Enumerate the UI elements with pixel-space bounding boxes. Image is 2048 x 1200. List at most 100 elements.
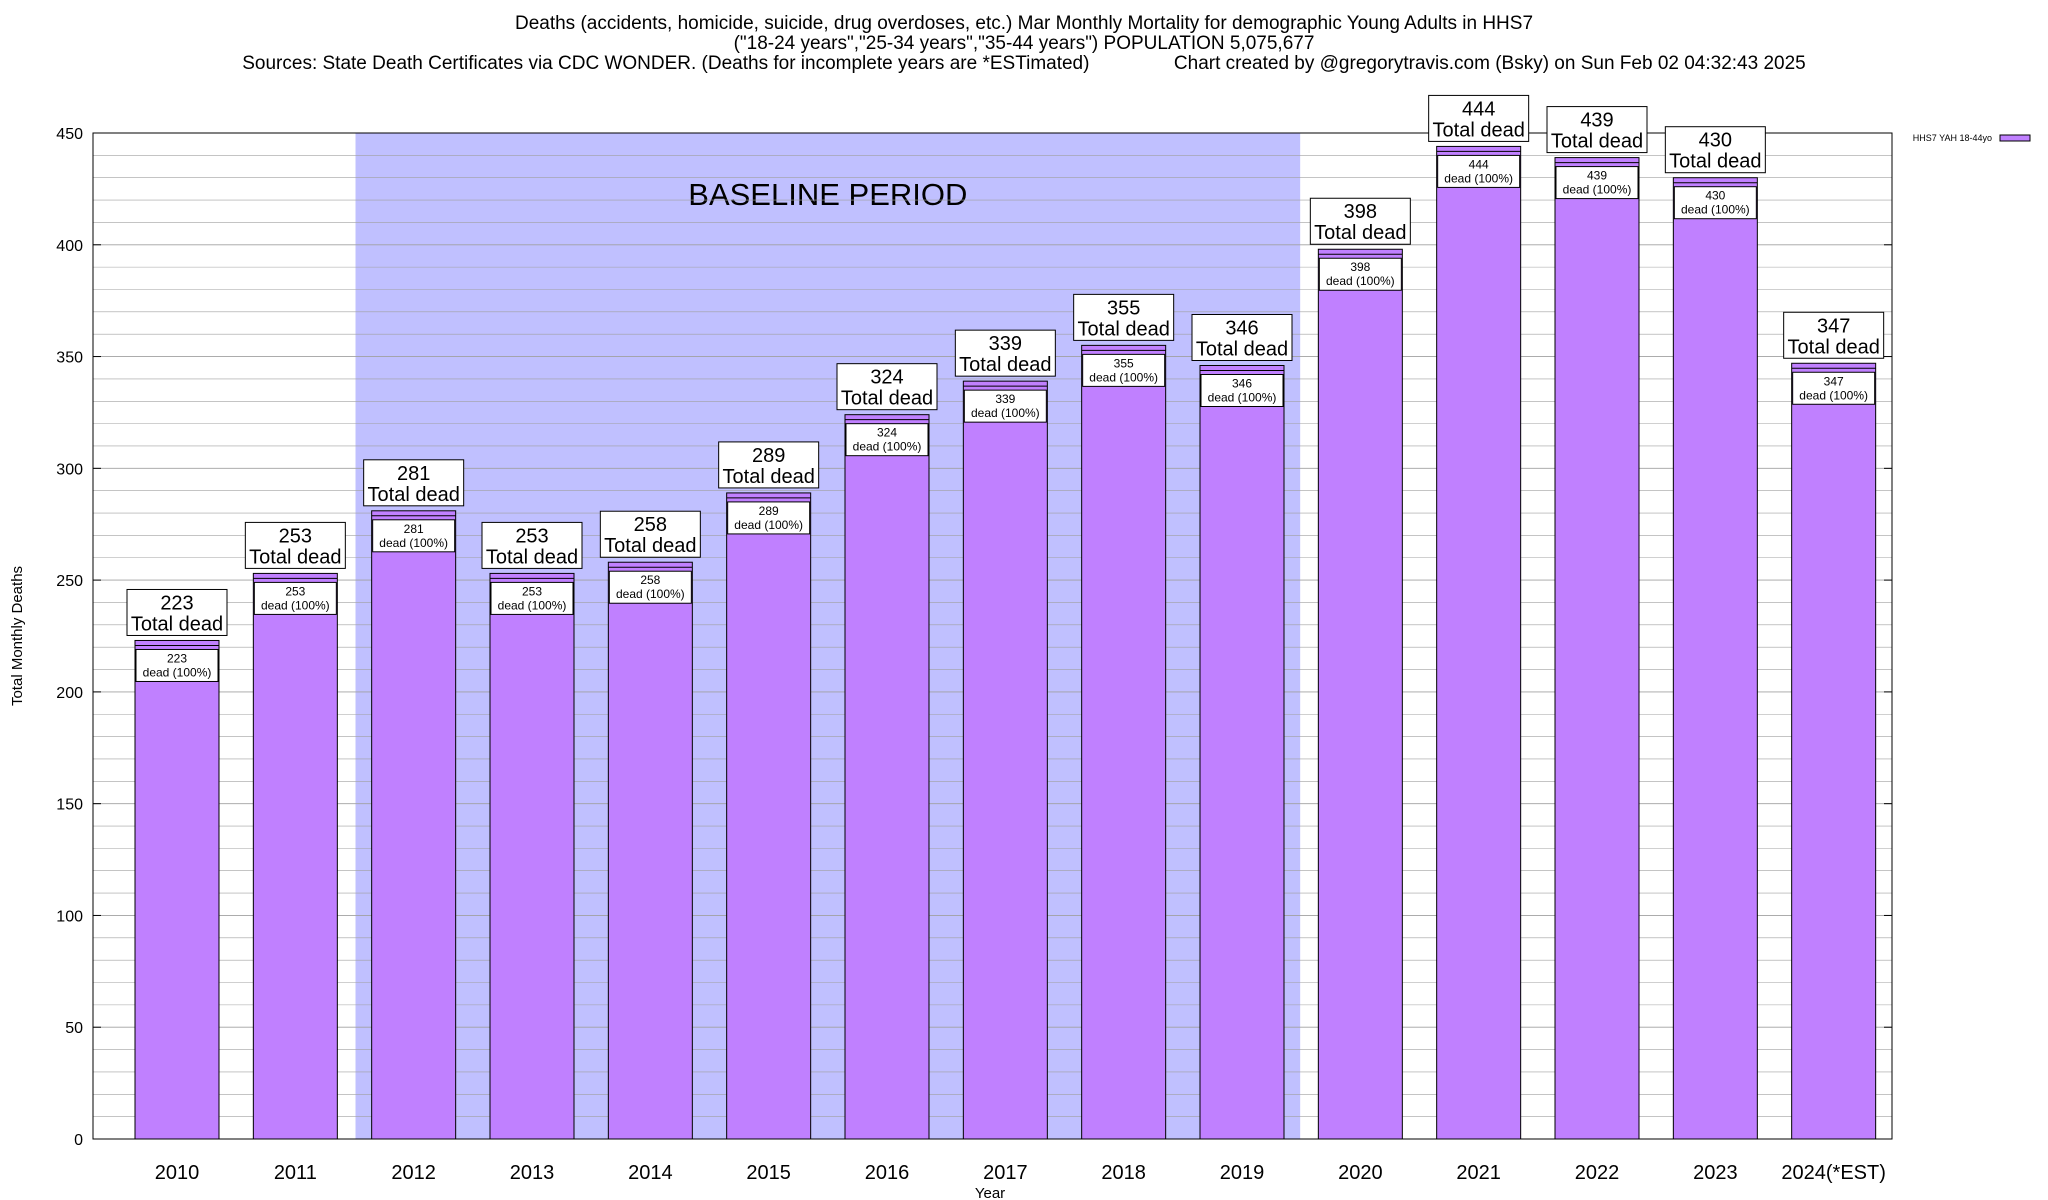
inner-box-2023 [1673,186,1757,220]
inner-suffix-2014: dead (100%) [616,587,685,601]
total-suffix-2018: Total dead [1078,318,1170,340]
inner-box-2012 [372,519,456,553]
total-value-2020: 398 [1344,201,1377,223]
inner-box-2024(*EST) [1792,371,1876,405]
y-tick-label: 250 [56,573,83,590]
inner-value-2024(*EST): 347 [1824,374,1844,388]
total-value-2013: 253 [515,525,548,547]
inner-value-2022: 439 [1587,169,1607,183]
total-box-2020 [1309,197,1411,245]
total-box-2022 [1546,106,1648,154]
x-tick-label-2023: 2023 [1693,1162,1738,1184]
inner-suffix-2019: dead (100%) [1208,390,1277,404]
total-suffix-2011: Total dead [249,546,341,568]
inner-value-2012: 281 [404,522,424,536]
bar-2017 [962,380,1048,1140]
bar-2018 [1081,344,1167,1140]
total-suffix-2019: Total dead [1196,338,1288,360]
inner-suffix-2012: dead (100%) [379,536,448,550]
inner-value-2019: 346 [1232,376,1252,390]
y-tick-label: 150 [56,797,83,814]
total-value-2021: 444 [1462,98,1495,120]
bar-2023 [1672,177,1758,1140]
chart-title-line-1: Deaths (accidents, homicide, suicide, dr… [514,13,1534,34]
total-value-2014: 258 [634,514,667,536]
inner-box-2022 [1555,166,1639,200]
total-suffix-2014: Total dead [604,535,696,557]
chart-title-line-3: Sources: State Death Certificates via CD… [242,53,1806,74]
total-box-2011 [244,521,346,569]
total-value-2019: 346 [1225,317,1258,339]
total-suffix-2016: Total dead [841,388,933,410]
total-value-2015: 289 [752,445,785,467]
y-axis-label: Total Monthly Deaths [9,566,26,706]
inner-box-2010 [135,648,219,682]
total-box-2012 [363,459,465,507]
inner-value-2015: 289 [759,504,779,518]
bar-2011 [252,572,338,1140]
x-tick-label-2013: 2013 [510,1162,555,1184]
total-box-2021 [1428,94,1530,142]
total-suffix-2012: Total dead [368,484,460,506]
inner-box-2017 [963,389,1047,423]
legend-swatch [1999,134,2031,142]
bar-2015 [726,492,812,1140]
inner-suffix-2013: dead (100%) [498,598,567,612]
total-suffix-2010: Total dead [131,613,223,635]
inner-value-2017: 339 [995,392,1015,406]
y-tick-label: 300 [56,461,83,478]
total-suffix-2023: Total dead [1669,151,1761,173]
total-box-2023 [1664,126,1766,174]
total-box-2016 [836,363,938,411]
total-box-2017 [954,329,1056,377]
y-tick-label: 400 [56,238,83,255]
total-box-2015 [718,441,820,489]
total-suffix-2020: Total dead [1314,222,1406,244]
total-suffix-2022: Total dead [1551,131,1643,153]
y-tick-label: 50 [65,1020,83,1037]
total-box-2024(*EST) [1783,311,1885,359]
total-suffix-2017: Total dead [959,354,1051,376]
legend-label: HHS7 YAH 18-44yo [1913,133,1992,143]
total-value-2024(*EST): 347 [1817,315,1850,337]
bar-2012 [371,510,457,1140]
y-tick-label: 100 [56,908,83,925]
inner-suffix-2024(*EST): dead (100%) [1799,388,1868,402]
total-value-2023: 430 [1699,130,1732,152]
bar-2019 [1199,364,1285,1140]
inner-box-2015 [727,501,811,535]
total-box-2019 [1191,313,1293,361]
x-tick-label-2018: 2018 [1101,1162,1146,1184]
total-value-2017: 339 [989,333,1022,355]
plot-frame [92,132,1893,1140]
axes: 0 50 100 150 200 250 300 350 400 450 2010 2011 2012 2… [9,126,1893,1200]
x-axis-label: Year [975,1185,1005,1200]
x-tick-label-2016: 2016 [865,1162,910,1184]
legend: HHS7 YAH 18-44yo [1913,133,2031,143]
y-tick-label: 350 [56,350,83,367]
bar-2013 [489,572,575,1140]
total-value-2018: 355 [1107,297,1140,319]
inner-box-2013 [490,581,574,615]
x-tick-label-2024(*EST): 2024(*EST) [1781,1162,1886,1184]
inner-value-2011: 253 [285,584,305,598]
x-tick-label-2021: 2021 [1456,1162,1501,1184]
bars [134,145,1877,1140]
x-tick-label-2022: 2022 [1575,1162,1620,1184]
inner-value-2020: 398 [1350,260,1370,274]
total-suffix-2015: Total dead [723,466,815,488]
inner-suffix-2018: dead (100%) [1089,370,1158,384]
x-tick-label-2011: 2011 [274,1162,317,1184]
inner-box-2018 [1082,353,1166,387]
x-tick-label-2012: 2012 [391,1162,436,1184]
inner-value-2018: 355 [1114,356,1134,370]
total-value-2010: 223 [160,592,193,614]
y-tick-label: 200 [56,685,83,702]
inner-suffix-2016: dead (100%) [853,440,922,454]
total-box-2010 [126,588,228,636]
x-tick-label-2010: 2010 [155,1162,200,1184]
x-tick-label-2019: 2019 [1220,1162,1265,1184]
inner-box-2020 [1318,257,1402,291]
